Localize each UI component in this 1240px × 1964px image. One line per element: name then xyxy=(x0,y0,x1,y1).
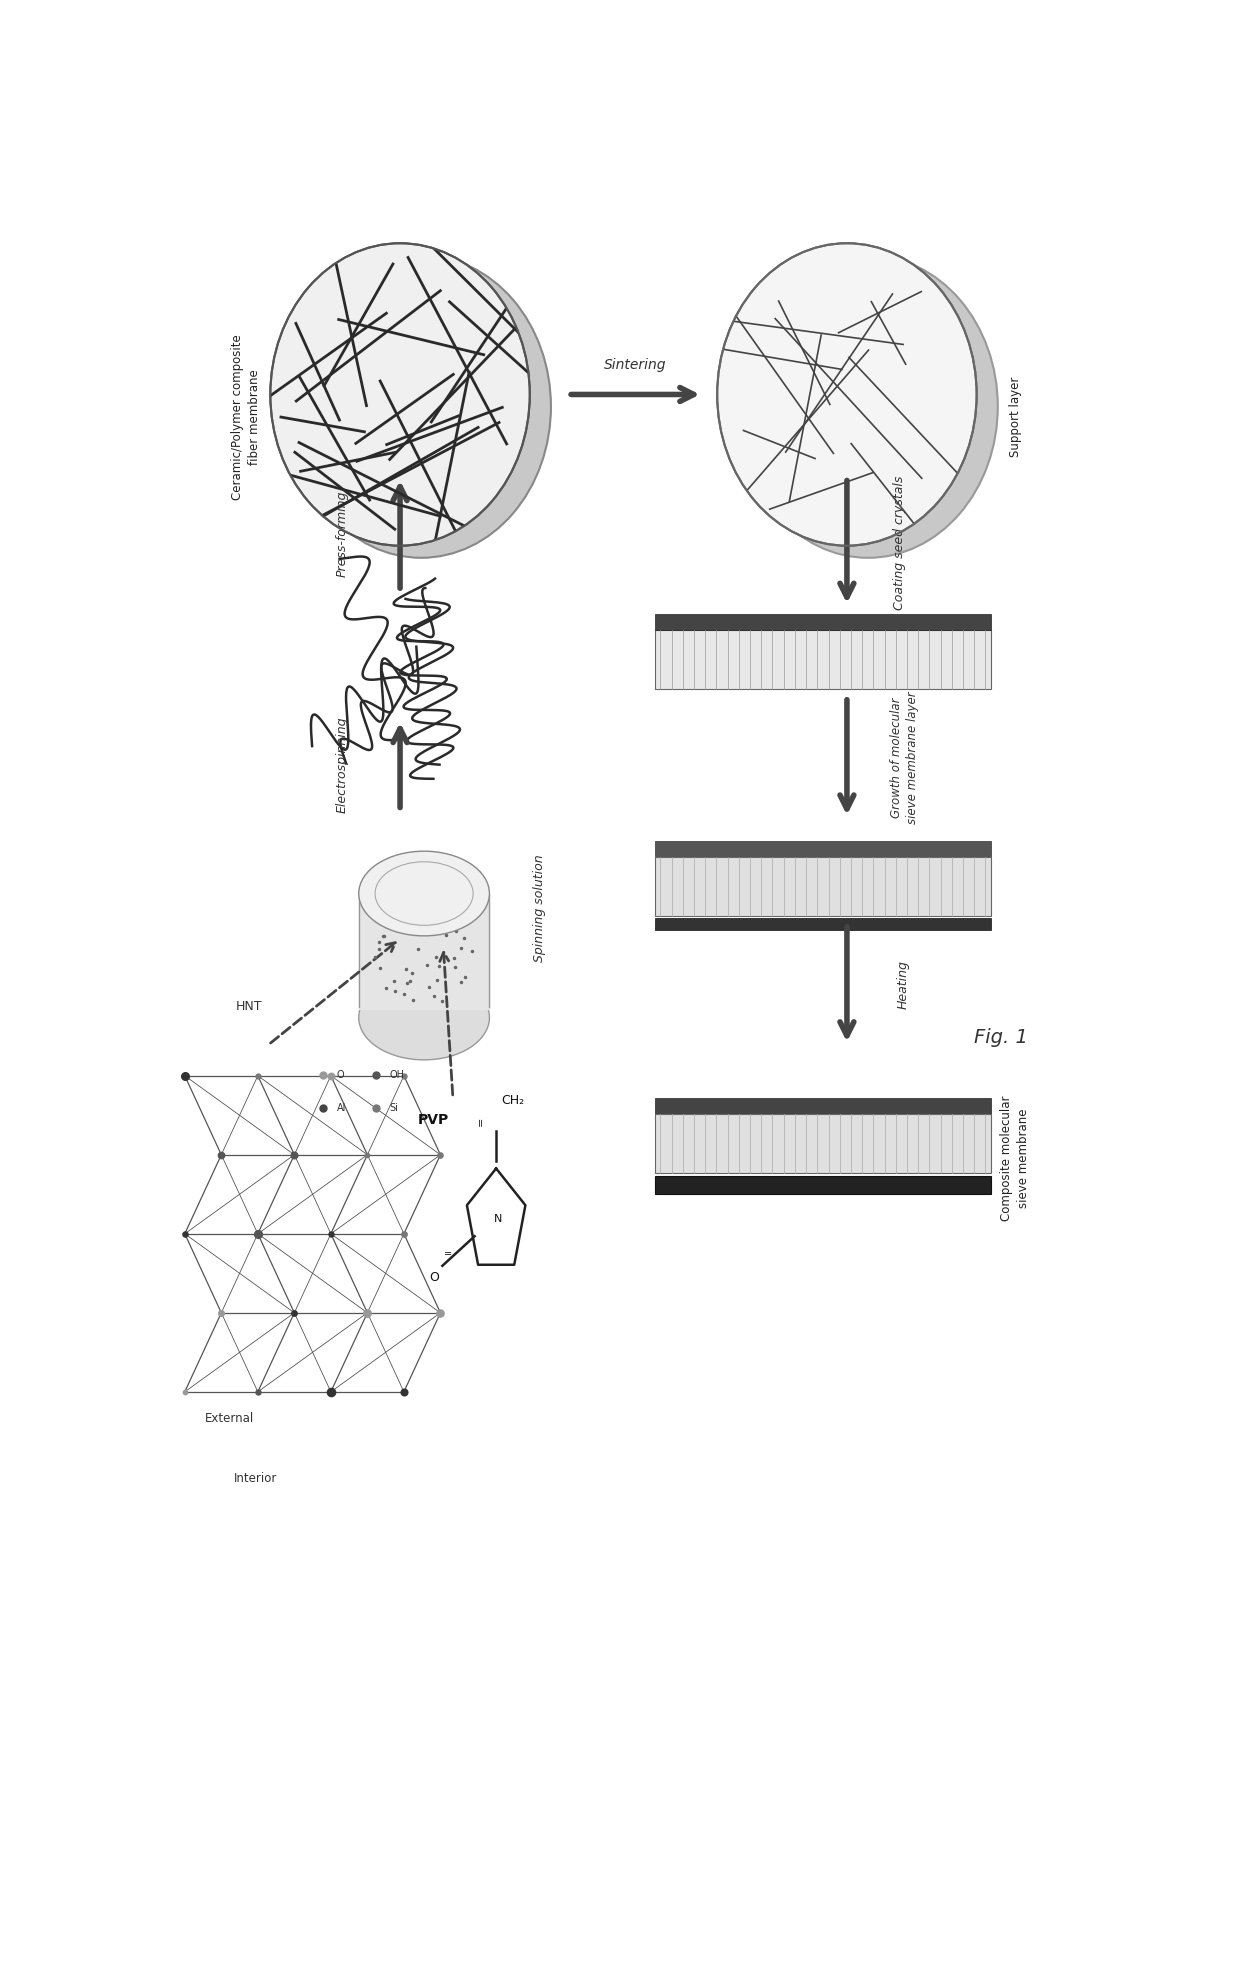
Bar xyxy=(655,841,991,856)
Text: =: = xyxy=(476,1118,486,1125)
Ellipse shape xyxy=(270,244,529,546)
Bar xyxy=(655,1176,991,1194)
Text: O: O xyxy=(430,1271,440,1284)
Text: Sintering: Sintering xyxy=(604,357,667,371)
Text: External: External xyxy=(206,1412,254,1424)
Text: O: O xyxy=(336,1070,345,1080)
Ellipse shape xyxy=(291,255,551,558)
Text: Interior: Interior xyxy=(234,1473,278,1485)
Ellipse shape xyxy=(358,976,490,1061)
Bar xyxy=(655,630,991,689)
Text: =: = xyxy=(444,1249,453,1259)
Text: N: N xyxy=(494,1214,502,1224)
Bar xyxy=(655,1114,991,1173)
Text: Si: Si xyxy=(389,1104,398,1114)
Text: Spinning solution: Spinning solution xyxy=(533,854,546,962)
Bar xyxy=(655,856,991,917)
Polygon shape xyxy=(358,901,490,1009)
Text: OH: OH xyxy=(389,1070,404,1080)
Text: Al: Al xyxy=(336,1104,346,1114)
Text: Coating seed crystals: Coating seed crystals xyxy=(893,475,906,611)
Text: CH₂: CH₂ xyxy=(501,1094,525,1108)
Bar xyxy=(655,615,991,630)
Text: Heating: Heating xyxy=(897,960,909,1009)
Text: Ceramic/Polymer composite
fiber membrane: Ceramic/Polymer composite fiber membrane xyxy=(232,334,262,501)
Ellipse shape xyxy=(738,255,998,558)
Ellipse shape xyxy=(717,244,977,546)
Bar xyxy=(655,1098,991,1114)
Bar xyxy=(655,917,991,929)
Text: Press-forming: Press-forming xyxy=(336,491,348,577)
Text: HNT: HNT xyxy=(236,1000,263,1013)
Ellipse shape xyxy=(358,850,490,937)
Text: Composite molecular
sieve membrane: Composite molecular sieve membrane xyxy=(1001,1096,1030,1222)
Text: PVP: PVP xyxy=(418,1114,449,1127)
Text: Growth of molecular
sieve membrane layer: Growth of molecular sieve membrane layer xyxy=(890,691,919,823)
Text: Electrospinning: Electrospinning xyxy=(336,717,348,813)
Text: Support layer: Support layer xyxy=(1008,377,1022,458)
Text: Fig. 1: Fig. 1 xyxy=(973,1027,1028,1047)
